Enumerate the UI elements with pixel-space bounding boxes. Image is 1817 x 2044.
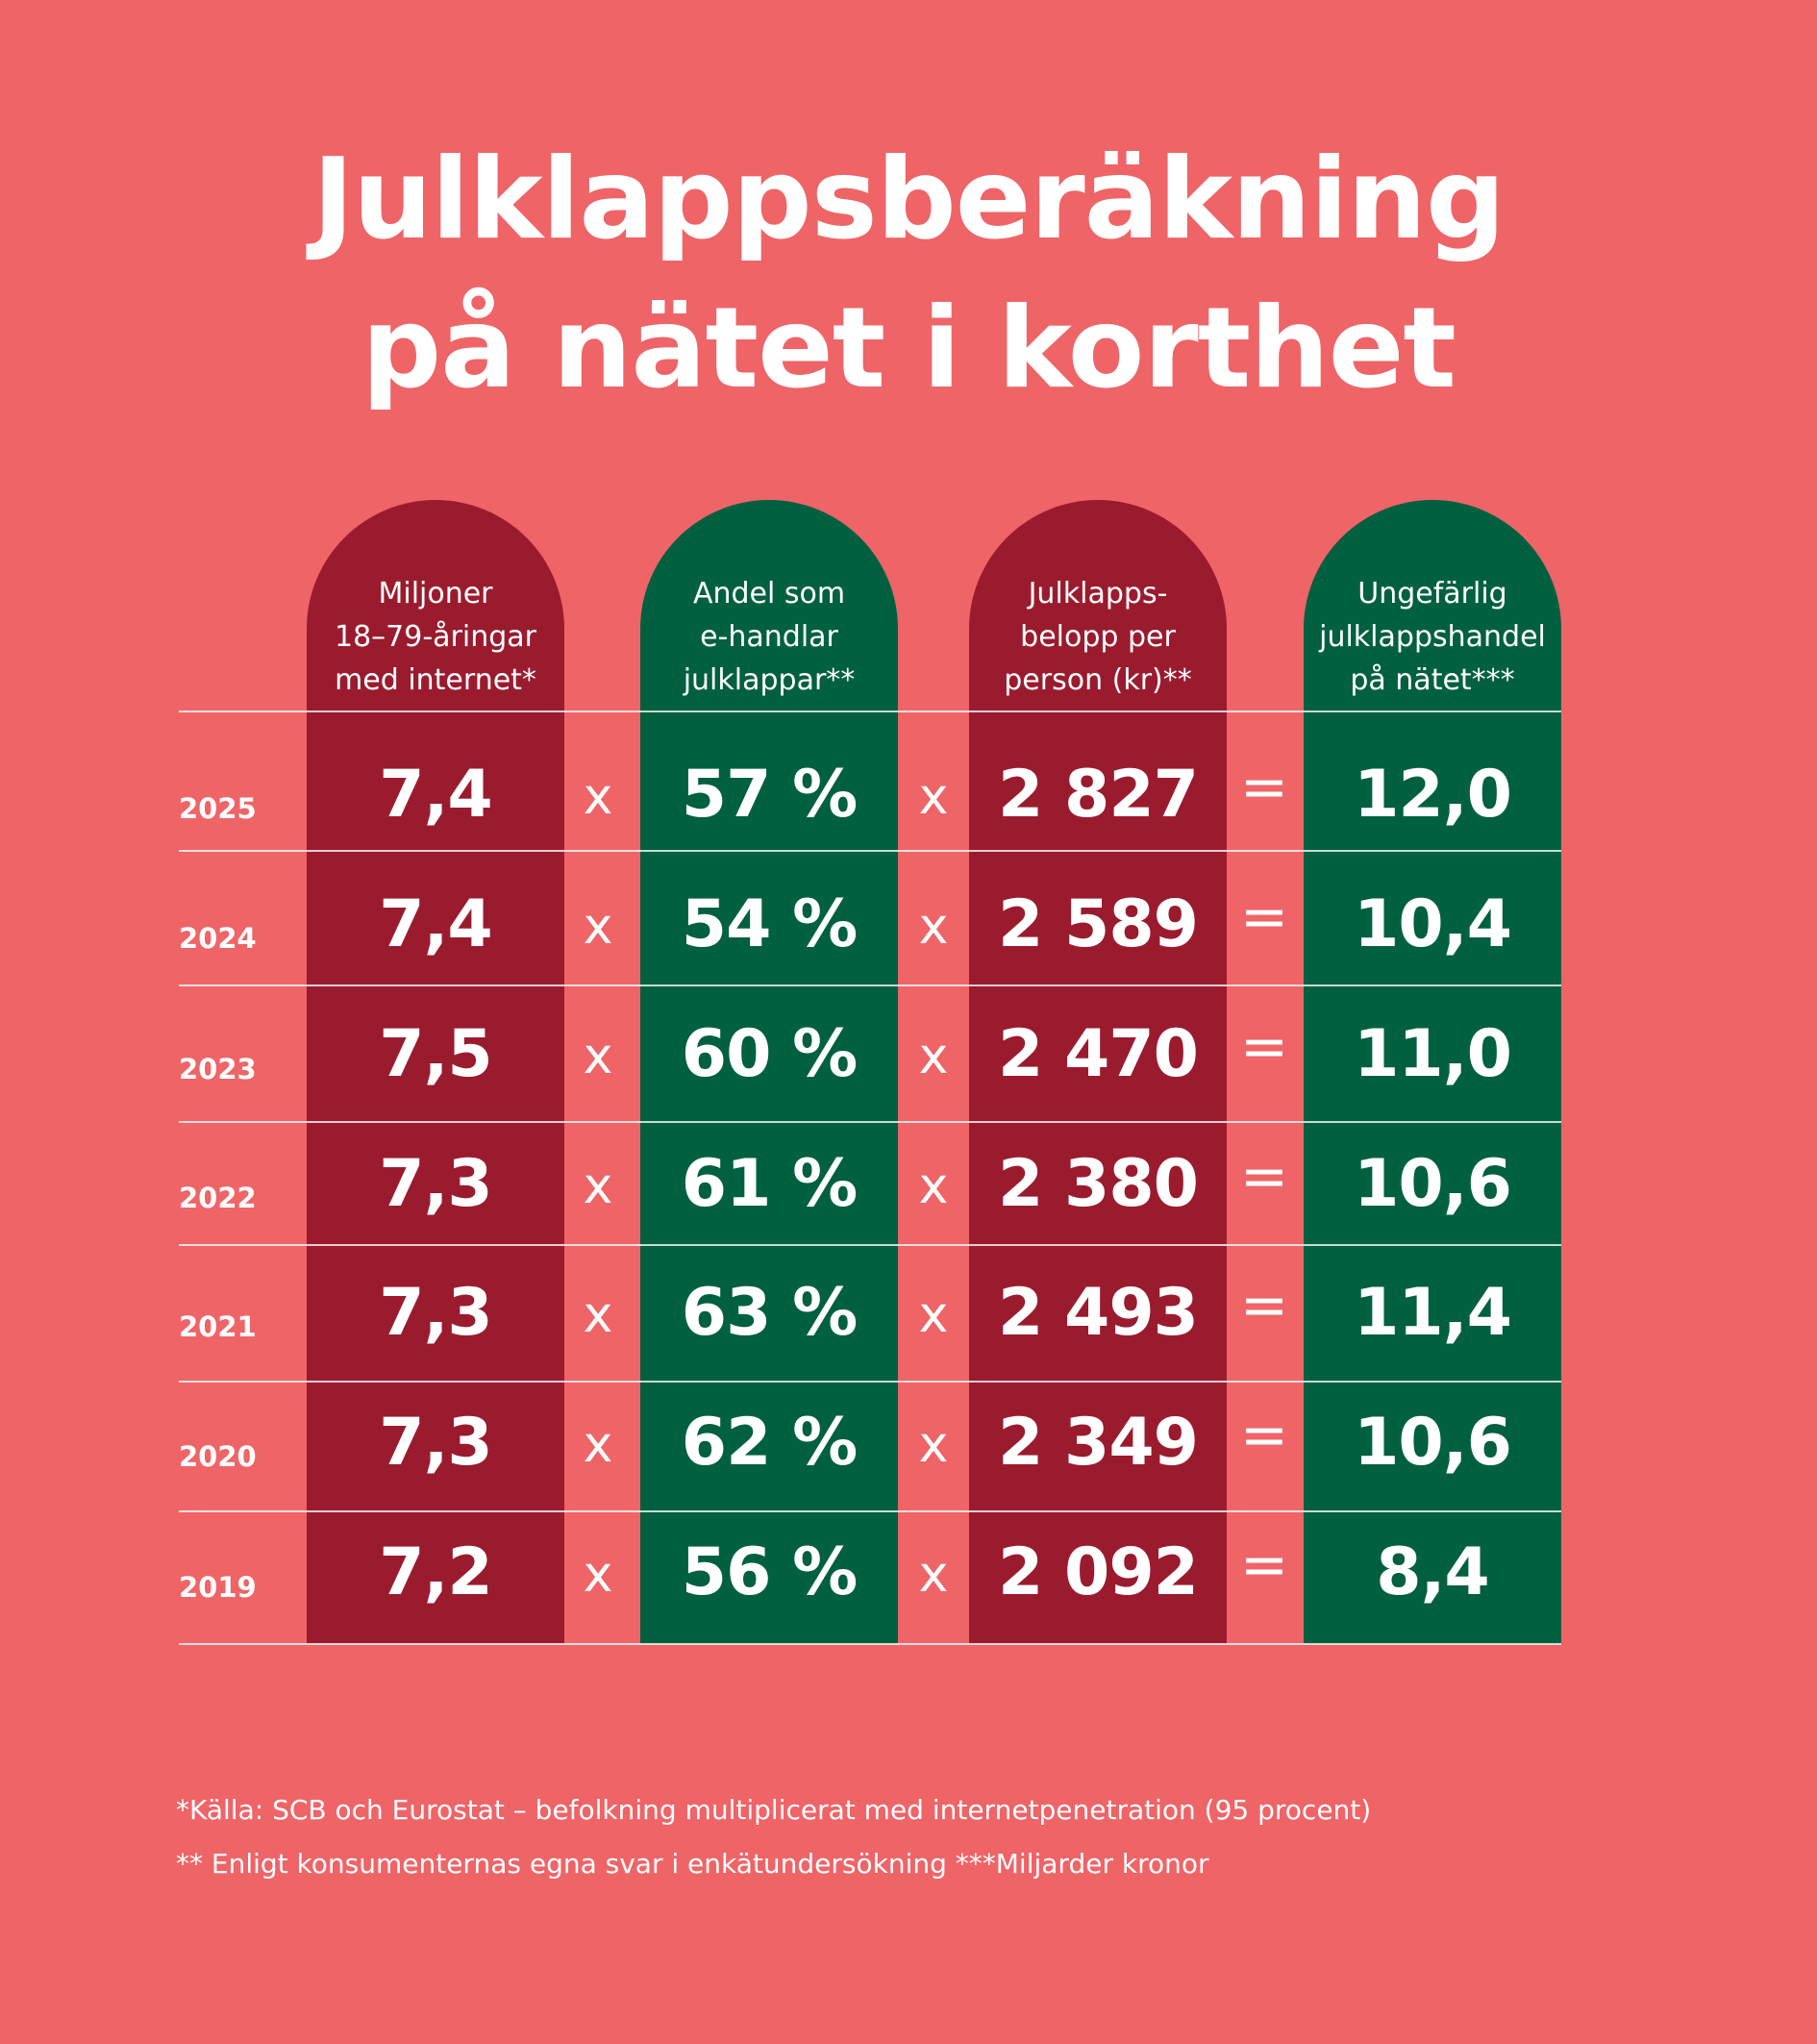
multiply-sign: x (583, 1158, 613, 1215)
multiply-sign: x (583, 1286, 613, 1344)
column-header-line: 18–79-åringar (335, 620, 536, 654)
column-header-line: Ungefärlig (1357, 577, 1507, 611)
row-year-label: 2025 (179, 792, 257, 825)
row-year-label: 2020 (179, 1440, 257, 1473)
row-divider (179, 1381, 1561, 1383)
row-divider (179, 1121, 1561, 1123)
value-cell: 2 827 (998, 757, 1199, 833)
multiply-sign: x (583, 898, 613, 956)
value-cell: 54 % (681, 886, 858, 962)
equals-sign: = (1239, 1143, 1289, 1210)
value-cell: 7,3 (379, 1146, 492, 1222)
value-cell: 11,4 (1354, 1275, 1512, 1351)
row-year-label: 2022 (179, 1182, 257, 1214)
value-cell: 7,3 (379, 1275, 492, 1351)
column-header-line: Andel som (692, 577, 846, 611)
value-cell: 2 470 (998, 1016, 1199, 1092)
column-2 (640, 500, 898, 1644)
column-header-4: Ungefärlig julklappshandel på nätet*** (1284, 572, 1581, 702)
value-cell: 10,6 (1354, 1405, 1512, 1481)
row-divider (179, 985, 1561, 986)
column-header-line: Miljoner (378, 577, 493, 611)
column-header-1: Miljoner 18–79-åringar med internet* (287, 572, 584, 702)
value-cell: 2 092 (998, 1534, 1199, 1610)
column-header-2: Andel som e-handlar julklappar** (621, 572, 917, 702)
value-cell: 7,4 (379, 886, 492, 962)
column-header-line: person (kr)** (1004, 663, 1192, 697)
multiply-sign: x (918, 1286, 949, 1344)
row-year-label: 2021 (179, 1310, 257, 1343)
multiply-sign: x (583, 1028, 613, 1085)
row-divider (179, 1510, 1561, 1512)
equals-sign: = (1239, 884, 1289, 951)
value-cell: 10,6 (1354, 1146, 1512, 1222)
multiply-sign: x (918, 1158, 949, 1215)
title-line-2: på nätet i korthet (361, 284, 1456, 413)
multiply-sign: x (583, 768, 613, 826)
page-title: Julklappsberäkning på nätet i korthet (0, 125, 1817, 423)
row-year-label: 2024 (179, 922, 257, 955)
column-header-line: belopp per (1020, 620, 1176, 654)
value-cell: 7,4 (379, 757, 492, 833)
column-header-line: på nätet*** (1350, 663, 1515, 697)
column-1 (307, 500, 564, 1644)
title-line-1: Julklappsberäkning (311, 135, 1506, 264)
equals-sign: = (1239, 754, 1289, 821)
value-cell: 62 % (681, 1405, 858, 1481)
equals-sign: = (1239, 1532, 1289, 1599)
multiply-sign: x (918, 1028, 949, 1085)
column-header-line: Julklapps- (1028, 577, 1168, 611)
equals-sign: = (1239, 1272, 1289, 1339)
column-header-line: julklappshandel (1319, 620, 1546, 654)
value-cell: 11,0 (1354, 1016, 1512, 1092)
value-cell: 8,4 (1376, 1534, 1489, 1610)
column-header-line: e-handlar (700, 620, 838, 654)
multiply-sign: x (918, 768, 949, 826)
value-cell: 60 % (681, 1016, 858, 1092)
column-header-3: Julklapps-belopp per person (kr)** (950, 572, 1246, 702)
row-divider (179, 1244, 1561, 1246)
column-4 (1304, 500, 1561, 1644)
row-divider (179, 710, 1561, 712)
value-cell: 7,3 (379, 1405, 492, 1481)
value-cell: 12,0 (1354, 757, 1512, 833)
value-cell: 2 380 (998, 1146, 1199, 1222)
row-year-label: 2023 (179, 1053, 257, 1085)
row-divider (179, 850, 1561, 852)
footnote-source: *Källa: SCB och Eurostat – befolkning mu… (176, 1794, 1372, 1826)
column-header-line: med internet* (335, 663, 536, 697)
footnote-explanation: ** Enligt konsumenternas egna svar i enk… (176, 1848, 1209, 1880)
equals-sign: = (1239, 1402, 1289, 1469)
value-cell: 10,4 (1354, 886, 1512, 962)
value-cell: 2 493 (998, 1275, 1199, 1351)
value-cell: 7,2 (379, 1534, 492, 1610)
value-cell: 63 % (681, 1275, 858, 1351)
row-year-label: 2019 (179, 1571, 257, 1604)
value-cell: 7,5 (379, 1016, 492, 1092)
value-cell: 56 % (681, 1534, 858, 1610)
column-header-line: julklappar** (683, 663, 856, 697)
column-3 (969, 500, 1227, 1644)
multiply-sign: x (918, 1416, 949, 1474)
row-divider (179, 1643, 1561, 1645)
multiply-sign: x (918, 1546, 949, 1604)
value-cell: 2 589 (998, 886, 1199, 962)
value-cell: 57 % (681, 757, 858, 833)
equals-sign: = (1239, 1013, 1289, 1081)
value-cell: 2 349 (998, 1405, 1199, 1481)
value-cell: 61 % (681, 1146, 858, 1222)
multiply-sign: x (583, 1546, 613, 1604)
multiply-sign: x (583, 1416, 613, 1474)
multiply-sign: x (918, 898, 949, 956)
